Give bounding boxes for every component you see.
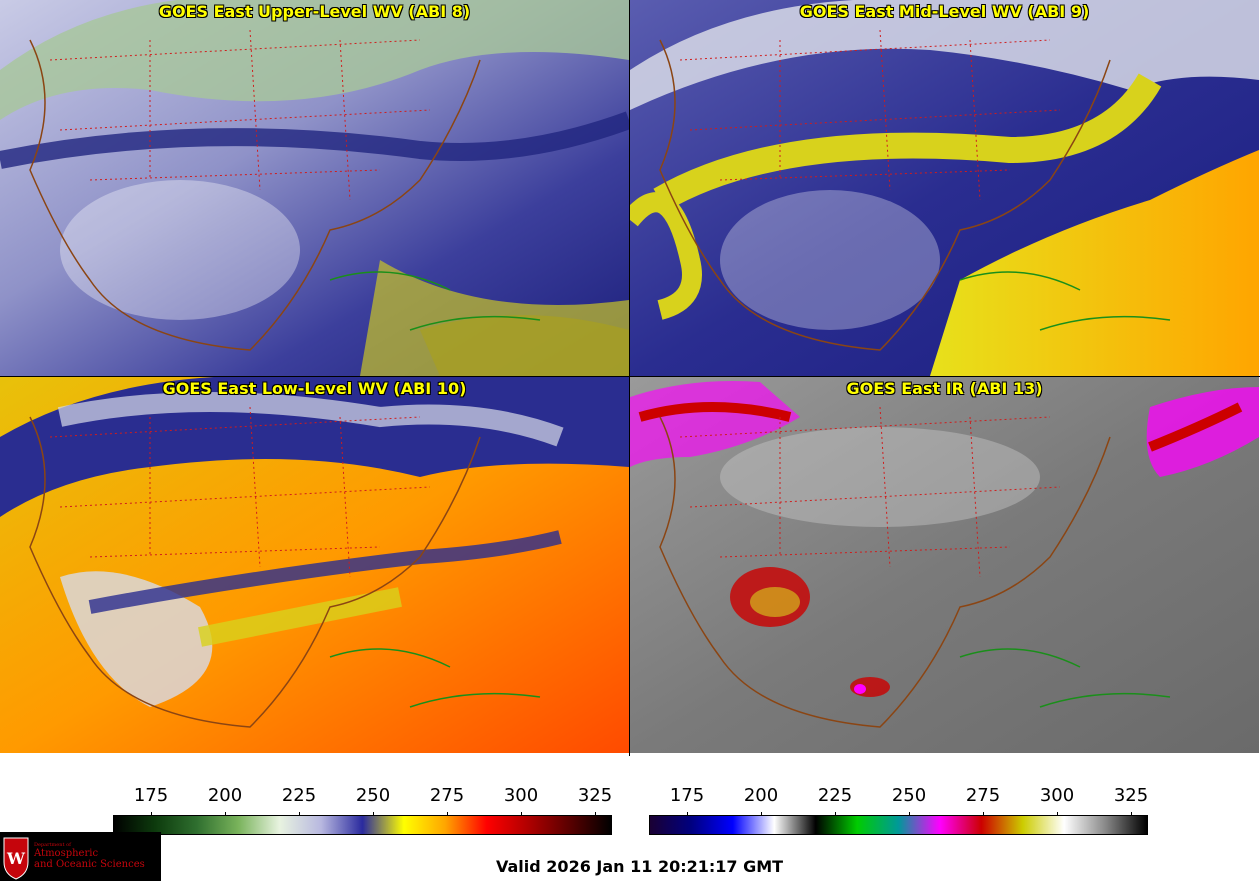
logo-text: Department of Atmospheric and Oceanic Sc… [34, 842, 145, 870]
wv-tick-label: 175 [133, 785, 169, 806]
panel-title: GOES East IR (ABI 13) [846, 379, 1043, 398]
wv-tick-label: 325 [577, 785, 613, 806]
panel-upper-level-wv: GOES East Upper-Level WV (ABI 8) [0, 0, 629, 376]
wv-tick-label: 300 [503, 785, 539, 806]
ir-tick-label: 175 [669, 785, 705, 806]
uw-crest-icon: W [3, 837, 29, 880]
ir-tick-mark [835, 812, 836, 816]
ir-image [630, 377, 1259, 753]
ir-tick-mark [687, 812, 688, 816]
ir-tick-label: 325 [1113, 785, 1149, 806]
wv-tick-mark [447, 812, 448, 816]
wv-tick-mark [373, 812, 374, 816]
ir-tick-mark [909, 812, 910, 816]
uw-aos-logo: W Department of Atmospheric and Oceanic … [0, 832, 161, 881]
ir-tick-mark [983, 812, 984, 816]
ir-tick-label: 250 [891, 785, 927, 806]
panel-ir: GOES East IR (ABI 13) [630, 377, 1259, 753]
wv-tick-label: 200 [207, 785, 243, 806]
ir-tick-mark [1131, 812, 1132, 816]
valid-time: Valid 2026 Jan 11 20:21:17 GMT [496, 857, 784, 876]
panel-title: GOES East Low-Level WV (ABI 10) [162, 379, 467, 398]
wv-tick-mark [225, 812, 226, 816]
wv-colorbar [113, 815, 612, 835]
panel-title: GOES East Upper-Level WV (ABI 8) [158, 2, 471, 21]
wv-tick-label: 250 [355, 785, 391, 806]
panel-title: GOES East Mid-Level WV (ABI 9) [799, 2, 1090, 21]
upper-wv-image [0, 0, 629, 376]
logo-name-line2: and Oceanic Sciences [34, 859, 145, 870]
wv-tick-label: 225 [281, 785, 317, 806]
panel-low-level-wv: GOES East Low-Level WV (ABI 10) [0, 377, 629, 753]
ir-colorbar [649, 815, 1148, 835]
wv-tick-mark [521, 812, 522, 816]
wv-tick-mark [595, 812, 596, 816]
ir-tick-label: 300 [1039, 785, 1075, 806]
panel-divider-horizontal [0, 376, 1260, 377]
ir-tick-label: 275 [965, 785, 1001, 806]
svg-text:W: W [6, 849, 26, 868]
mid-wv-image [630, 0, 1259, 376]
ir-tick-mark [761, 812, 762, 816]
ir-tick-label: 225 [817, 785, 853, 806]
wv-tick-label: 275 [429, 785, 465, 806]
wv-tick-mark [151, 812, 152, 816]
logo-name-line1: Atmospheric [34, 848, 99, 859]
wv-tick-mark [299, 812, 300, 816]
panel-divider-vertical [629, 0, 630, 756]
ir-tick-mark [1057, 812, 1058, 816]
low-wv-image [0, 377, 629, 753]
logo-dept-line: Department of [34, 842, 71, 848]
ir-tick-label: 200 [743, 785, 779, 806]
panel-mid-level-wv: GOES East Mid-Level WV (ABI 9) [630, 0, 1259, 376]
